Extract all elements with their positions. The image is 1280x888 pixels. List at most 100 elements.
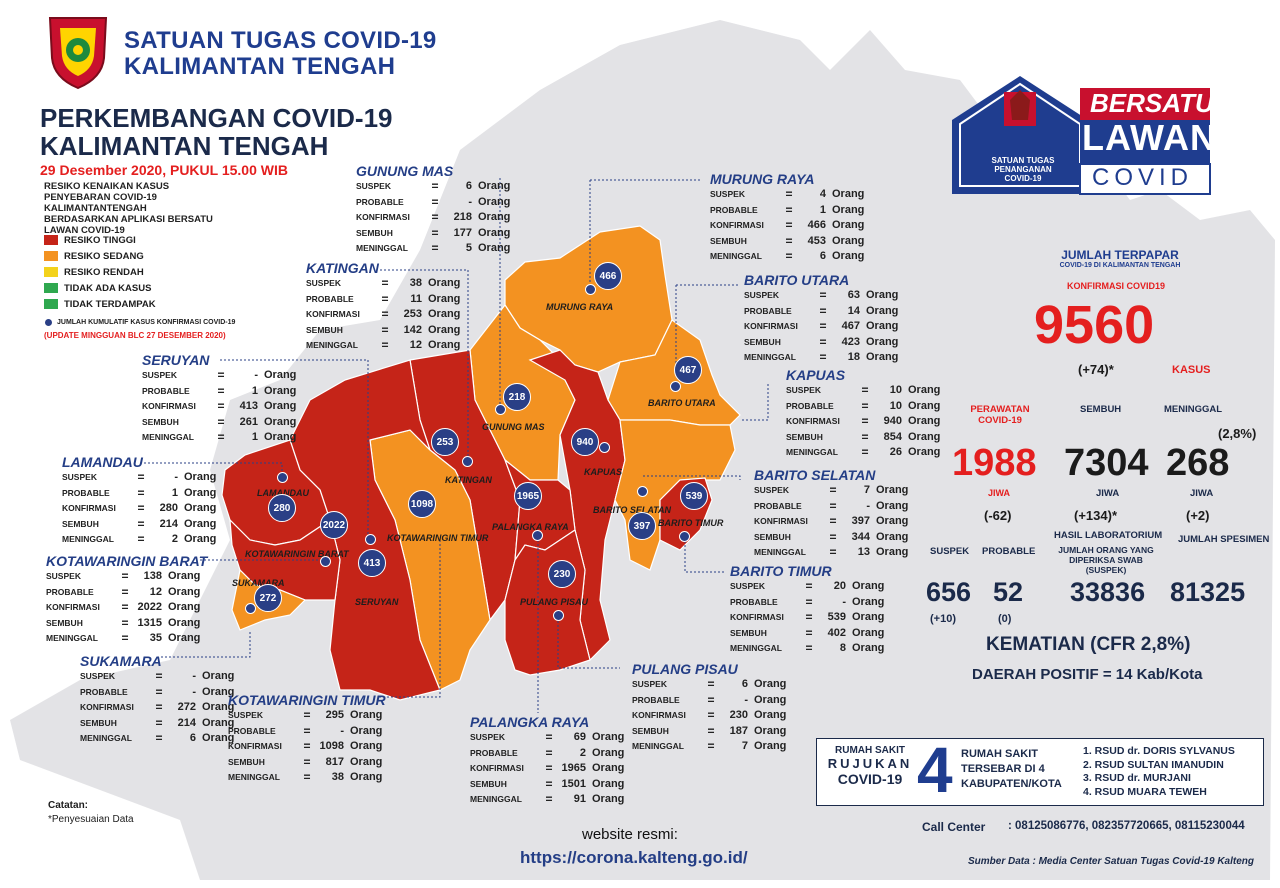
rs-left-1: RUMAH SAKIT: [835, 745, 905, 756]
stats-table: SUSPEK = 7 Orang PROBABLE = - Orang KONFIRMASI…: [754, 483, 909, 560]
stats-table: SUSPEK = 10 Orang PROBABLE = 10 Orang KONFIRMA…: [786, 383, 941, 460]
title-line-1: PERKEMBANGAN COVID-19: [40, 103, 393, 133]
region-title: BARITO SELATAN: [754, 467, 876, 483]
rs-left-2: RUJUKAN: [827, 756, 913, 771]
stats-lamandau: LAMANDAU SUSPEK = - Orang PROBABLE = 1 Orang K…: [62, 454, 216, 548]
meninggal-delta: (+2): [1186, 508, 1210, 523]
bubble-murung-raya: 466: [594, 262, 622, 290]
stats-table: SUSPEK = 38 Orang PROBABLE = 11 Orang KONFIRMA…: [306, 276, 461, 353]
stats-table: SUSPEK = - Orang PROBABLE = 1 Orang KONFIRMASI…: [142, 368, 297, 445]
dot-pulang-pisau: [553, 610, 564, 621]
region-title: BARITO TIMUR: [730, 563, 832, 579]
campaign-sub-1: SATUAN TUGAS: [991, 156, 1055, 165]
title-line-2: KALIMANTAN TENGAH: [40, 131, 329, 161]
dot-barito-selatan: [637, 486, 648, 497]
stats-gunung-mas: GUNUNG MAS SUSPEK = 6 Orang PROBABLE = - Orang…: [356, 163, 510, 257]
stats-sukamara: SUKAMARA SUSPEK = - Orang PROBABLE = - Orang K…: [80, 653, 234, 747]
stats-table: SUSPEK = 63 Orang PROBABLE = 14 Orang KONFIRMA…: [744, 288, 899, 365]
rs-mid: RUMAH SAKIT TERSEBAR DI 4 KABUPATEN/KOTA: [961, 747, 1062, 792]
region-title: LAMANDAU: [62, 454, 143, 470]
legend-swatch-tidak-terdampak: [44, 299, 58, 309]
legend-heading: RESIKO KENAIKAN KASUS PENYEBARAN COVID-1…: [44, 181, 213, 236]
region-title: SUKAMARA: [80, 653, 162, 669]
bubble-barito-selatan: 397: [628, 512, 656, 540]
legend-swatch-rendah: [44, 267, 58, 277]
stats-table: SUSPEK = 69 Orang PROBABLE = 2 Orang KONFIRMAS…: [470, 730, 625, 807]
call-center-label: Call Center: [922, 820, 986, 834]
bubble-barito-utara: 467: [674, 356, 702, 384]
perawatan-label: PERAWATAN COVID-19: [970, 404, 1030, 426]
rs-item: 4. RSUD MUARA TEWEH: [1083, 785, 1207, 798]
spesimen-label: JUMLAH SPESIMEN: [1178, 534, 1270, 545]
meninggal-value: 268: [1166, 442, 1230, 484]
map-label-katingan: KATINGAN: [445, 475, 492, 485]
dot-seruyan: [365, 534, 376, 545]
konfirmasi-value: 9560: [1034, 295, 1155, 355]
probable-label: PROBABLE: [982, 546, 1036, 557]
perawatan-value: 1988: [952, 442, 1037, 484]
dot-lamandau: [277, 472, 288, 483]
kasus-label: KASUS: [1172, 364, 1211, 376]
map-label-kapuas: KAPUAS: [584, 467, 623, 477]
meninggal-jiwa: JIWA: [1190, 488, 1214, 499]
org-line-1: SATUAN TUGAS COVID-19: [124, 27, 437, 54]
stats-table: SUSPEK = 138 Orang PROBABLE = 12 Orang KONFIRM…: [46, 569, 201, 646]
kalteng-emblem-icon: [48, 17, 108, 90]
rumah-sakit-box: RUMAH SAKIT RUJUKAN COVID-19 4 RUMAH SAK…: [816, 734, 1264, 806]
website-url[interactable]: https://corona.kalteng.go.id/: [520, 848, 748, 867]
org-name: SATUAN TUGAS COVID-19 KALIMANTAN TENGAH: [124, 28, 437, 80]
update-note: (UPDATE MINGGUAN BLC 27 DESEMBER 2020): [44, 331, 226, 340]
bubble-barito-timur: 539: [680, 482, 708, 510]
map-label-kotawaringin-timur: KOTAWARINGIN TIMUR: [387, 533, 489, 543]
campaign-line-2: LAWAN: [1082, 117, 1217, 158]
region-kapuas: [528, 349, 626, 662]
campaign-line-3: COVID: [1092, 164, 1194, 191]
report-date: 29 Desember 2020, PUKUL 15.00 WIB: [40, 162, 288, 178]
region-title: MURUNG RAYA: [710, 171, 815, 187]
lab-label: HASIL LABORATORIUM: [1054, 530, 1163, 541]
legend-item: RESIKO TINGGI: [44, 232, 156, 248]
suspek-label: SUSPEK: [930, 546, 970, 557]
region-title: BARITO UTARA: [744, 272, 850, 288]
legend-swatch-sedang: [44, 251, 58, 261]
legend-item: TIDAK ADA KASUS: [44, 280, 156, 296]
suspek-delta: (+10): [930, 613, 956, 625]
bubble-lamandau: 280: [268, 494, 296, 522]
campaign-sub: SATUAN TUGAS PENANGANAN COVID-19: [990, 156, 1056, 183]
rs-count: 4: [917, 734, 953, 806]
region-title: SERUYAN: [142, 352, 210, 368]
bubble-palangka-raya: 1965: [514, 482, 542, 510]
jumlah-terpapar-title: JUMLAH TERPAPAR: [1061, 248, 1179, 262]
legend-swatch-tidak-ada: [44, 283, 58, 293]
stats-table: SUSPEK = 295 Orang PROBABLE = - Orang KONFIRMA…: [228, 708, 383, 785]
rs-item: 1. RSUD dr. DORIS SYLVANUS: [1083, 745, 1235, 757]
stats-table: SUSPEK = 20 Orang PROBABLE = - Orang KONFIRMAS…: [730, 579, 885, 656]
campaign-line-1: BERSATU: [1090, 88, 1214, 118]
stats-palangka-raya: PALANGKA RAYA SUSPEK = 69 Orang PROBABLE = 2 O…: [470, 714, 624, 808]
stats-pulang-pisau: PULANG PISAU SUSPEK = 6 Orang PROBABLE = - Ora…: [632, 661, 786, 755]
dot-murung-raya: [585, 284, 596, 295]
region-title: PALANGKA RAYA: [470, 714, 590, 730]
campaign-sub-3: COVID-19: [1004, 174, 1042, 183]
rs-mid-2: TERSEBAR DI 4: [961, 763, 1045, 775]
region-title: KOTAWARINGIN TIMUR: [228, 692, 386, 708]
suspek-value: 656: [926, 577, 972, 607]
bubble-pulang-pisau: 230: [548, 560, 576, 588]
swab-label: JUMLAH ORANG YANG DIPERIKSA SWAB (SUSPEK…: [1058, 545, 1154, 575]
bersatu-lawan-covid-logo: [952, 76, 1211, 195]
org-line-2: KALIMANTAN TENGAH: [124, 53, 396, 80]
dot-barito-utara: [670, 381, 681, 392]
legend-item: TIDAK TERDAMPAK: [44, 296, 156, 312]
rs-mid-3: KABUPATEN/KOTA: [961, 778, 1062, 790]
rs-list: 1. RSUD dr. DORIS SYLVANUS 2. RSUD SULTA…: [1083, 745, 1235, 799]
stats-seruyan: SERUYAN SUSPEK = - Orang PROBABLE = 1 Orang KO…: [142, 352, 296, 446]
website-label: website resmi:: [582, 826, 678, 843]
bubble-kotawaringin-timur: 1098: [408, 490, 436, 518]
region-title: PULANG PISAU: [632, 661, 738, 677]
region-title: KATINGAN: [306, 260, 379, 276]
bubble-sukamara: 272: [254, 584, 282, 612]
page-title: PERKEMBANGAN COVID-19 KALIMANTAN TENGAH: [40, 104, 393, 160]
dot-gunung-mas: [495, 404, 506, 415]
campaign-sub-2: PENANGANAN: [994, 165, 1052, 174]
